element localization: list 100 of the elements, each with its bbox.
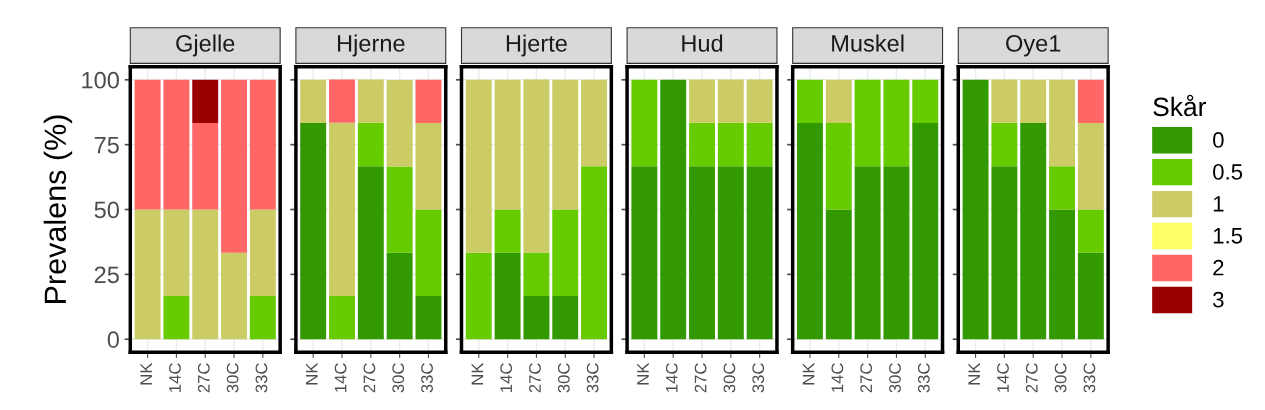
x-tick-label: 30C: [1054, 363, 1067, 393]
x-tick-label: 33C: [917, 363, 930, 393]
chart-title: Oye1: [1006, 35, 1061, 57]
bar: [415, 295, 442, 340]
bar: [357, 122, 384, 167]
y-axis-title: Prevalens (%): [43, 115, 73, 303]
legend-label: 0.5: [1213, 164, 1243, 180]
bar: [386, 252, 413, 340]
bar: [797, 123, 823, 340]
bar: [163, 209, 190, 296]
bar: [329, 79, 355, 123]
y-tick-label: 25: [94, 266, 119, 284]
y-tick-label: 75: [94, 136, 119, 154]
bar: [825, 123, 852, 210]
x-tick-label: 14C: [169, 363, 181, 392]
x-tick-label: 14C: [831, 363, 844, 392]
x-tick-label: 30C: [723, 363, 736, 393]
bar: [415, 79, 442, 124]
x-tick-label: 30C: [557, 363, 570, 393]
bar: [717, 79, 744, 123]
bar: [854, 79, 881, 167]
bar: [329, 122, 355, 296]
bar: [1049, 166, 1075, 210]
bar: [192, 79, 219, 124]
bar: [192, 123, 219, 210]
bar: [825, 209, 852, 340]
chart-title: Hjerte: [506, 34, 567, 57]
bar: [134, 79, 161, 210]
legend-label: 1: [1213, 196, 1224, 212]
bar: [825, 79, 852, 124]
bar: [1049, 209, 1075, 340]
bar: [552, 209, 579, 296]
bar: [746, 166, 773, 340]
x-tick-label: 27C: [529, 363, 541, 393]
bar: [134, 209, 161, 340]
bar: [854, 166, 881, 340]
bar: [386, 80, 413, 167]
x-tick-label: NK: [140, 362, 152, 385]
bar: [221, 79, 248, 253]
y-tick-label: 100: [82, 71, 119, 89]
bar: [581, 166, 608, 340]
bar: [300, 123, 327, 340]
y-tick-label: 0: [107, 331, 119, 349]
bar: [465, 252, 492, 340]
bar: [883, 166, 910, 340]
bar: [249, 295, 276, 340]
bar: [883, 79, 910, 167]
bar: [357, 79, 384, 123]
bar: [523, 252, 550, 296]
bar: [746, 79, 773, 123]
x-tick-label: 33C: [752, 363, 765, 393]
bar: [912, 79, 939, 124]
bar: [329, 295, 355, 340]
bar: [962, 79, 989, 340]
x-tick-label: 33C: [1083, 363, 1096, 393]
bar: [1077, 209, 1104, 253]
x-tick-label: 14C: [665, 363, 678, 392]
bar: [991, 166, 1018, 340]
bar: [523, 295, 550, 340]
bar: [631, 79, 658, 167]
x-tick-label: NK: [802, 362, 815, 385]
x-tick-label: 33C: [421, 363, 433, 393]
bar: [660, 79, 687, 340]
legend-label: 2: [1213, 259, 1224, 276]
x-tick-label: 27C: [363, 363, 376, 393]
bar: [581, 79, 608, 167]
bar: [689, 79, 715, 123]
x-tick-label: 30C: [392, 363, 405, 393]
legend-label: 3: [1213, 291, 1224, 308]
bar: [357, 166, 384, 340]
x-tick-label: 30C: [889, 363, 901, 393]
bar: [797, 79, 823, 124]
bar: [1020, 123, 1047, 340]
x-tick-label: 14C: [500, 363, 513, 392]
bar: [249, 79, 276, 210]
bar: [494, 209, 521, 253]
bar: [1049, 79, 1075, 167]
bar: [163, 295, 190, 340]
x-tick-label: 14C: [997, 363, 1009, 392]
chart-title: Hjerne: [337, 34, 405, 57]
bar: [1020, 79, 1047, 124]
x-tick-label: 14C: [334, 363, 347, 392]
x-tick-label: NK: [471, 362, 484, 385]
bar: [163, 79, 190, 210]
bar: [746, 122, 773, 167]
bar: [552, 295, 579, 340]
bar: [991, 79, 1018, 123]
bar: [912, 123, 939, 340]
bar: [689, 122, 715, 167]
bar: [300, 79, 327, 124]
chart-title: Hud: [682, 34, 723, 52]
legend-label: 1.5: [1213, 228, 1243, 244]
chart-title: Muskel: [832, 34, 904, 52]
bar: [494, 252, 521, 340]
bar: [1077, 252, 1104, 340]
legend-title: Skår: [1153, 94, 1206, 117]
x-tick-label: 27C: [197, 363, 210, 393]
x-tick-label: 27C: [694, 363, 707, 393]
legend-label: 0: [1213, 132, 1224, 148]
x-tick-label: 33C: [255, 363, 268, 393]
